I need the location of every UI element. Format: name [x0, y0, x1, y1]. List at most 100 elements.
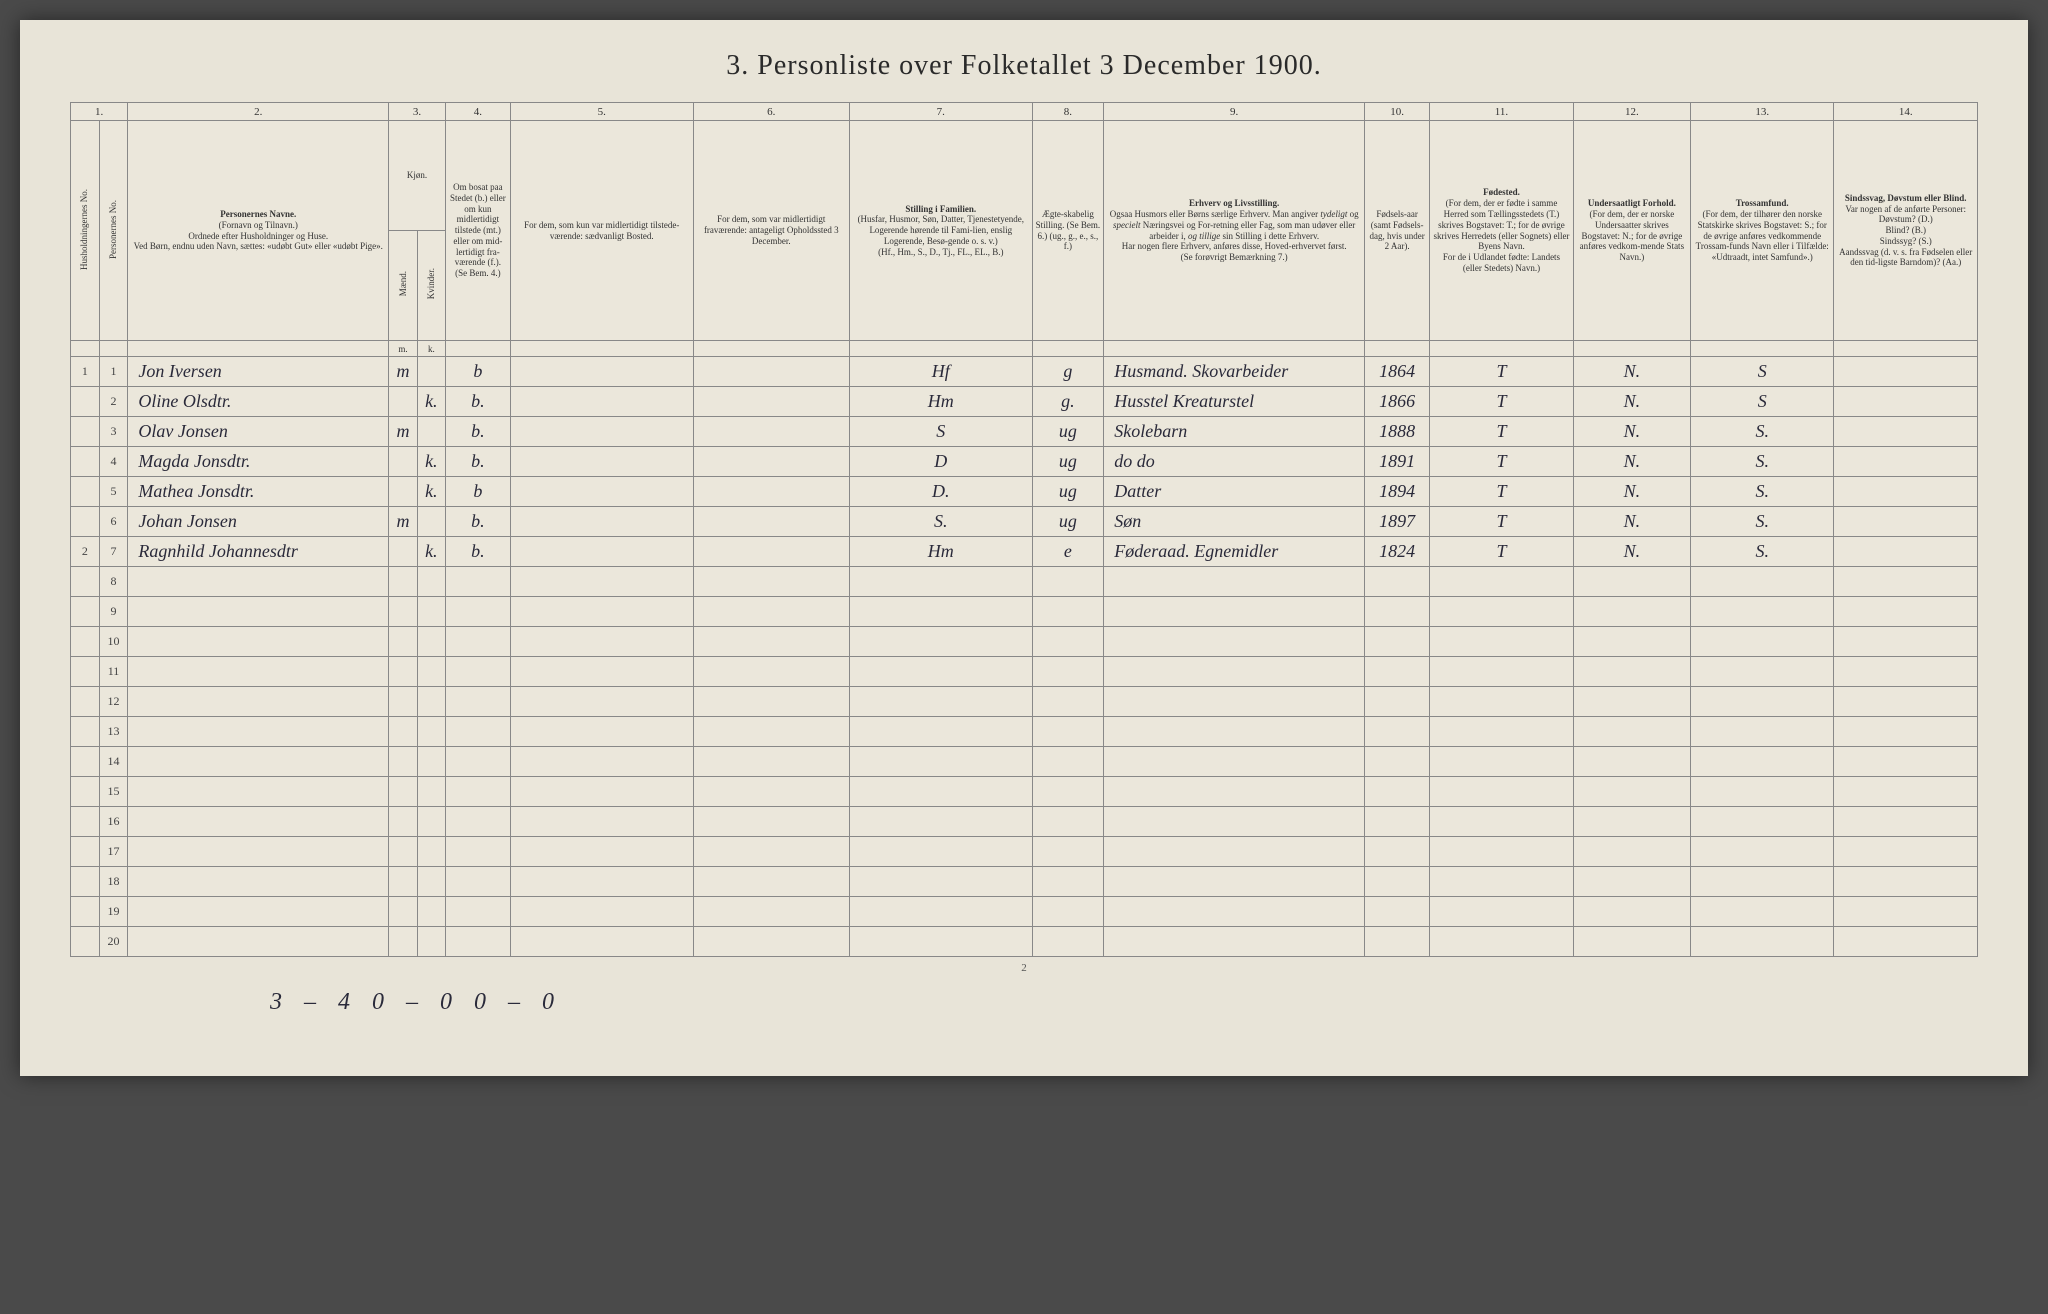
cell-sex-k: k. — [417, 447, 445, 477]
table-row: 3 Olav Jonsen m b. S ug Skolebarn 1888 T… — [71, 417, 1978, 447]
cell-person: 9 — [99, 597, 128, 627]
cell-person: 14 — [99, 747, 128, 777]
colnum-11: 11. — [1430, 103, 1573, 121]
cell-sex-m: m — [389, 507, 418, 537]
cell-occupation: Skolebarn — [1104, 417, 1365, 447]
cell-nationality: N. — [1573, 507, 1690, 537]
header-resident: Om bosat paa Stedet (b.) eller om kun mi… — [445, 121, 510, 341]
header-text-row: Husholdningernes No. Personernes No. Per… — [71, 121, 1978, 231]
cell-position: S — [850, 417, 1033, 447]
cell-household: 2 — [71, 537, 100, 567]
cell-disability — [1834, 477, 1978, 507]
cell-marital: g. — [1032, 387, 1104, 417]
column-number-row: 1. 2. 3. 4. 5. 6. 7. 8. 9. 10. 11. 12. 1… — [71, 103, 1978, 121]
cell-birthplace: T — [1430, 357, 1573, 387]
cell-sex-k — [417, 417, 445, 447]
table-row: 16 — [71, 807, 1978, 837]
colnum-4: 4. — [445, 103, 510, 121]
table-row: 13 — [71, 717, 1978, 747]
cell-name: Olav Jonsen — [128, 417, 389, 447]
cell-person: 3 — [99, 417, 128, 447]
cell-person: 6 — [99, 507, 128, 537]
header-nationality: Undersaatligt Forhold.(For dem, der er n… — [1573, 121, 1690, 341]
cell-nationality: N. — [1573, 477, 1690, 507]
cell-birthplace: T — [1430, 387, 1573, 417]
sub-k: k. — [417, 341, 445, 357]
cell-religion: S — [1691, 357, 1834, 387]
cell-position: S. — [850, 507, 1033, 537]
colnum-12: 12. — [1573, 103, 1690, 121]
colnum-1: 1. — [71, 103, 128, 121]
cell-temp-present — [511, 417, 694, 447]
table-row: 14 — [71, 747, 1978, 777]
cell-resident: b. — [445, 447, 510, 477]
cell-sex-k — [417, 507, 445, 537]
cell-marital: ug — [1032, 507, 1104, 537]
cell-household — [71, 447, 100, 477]
cell-sex-k — [417, 357, 445, 387]
table-row: 9 — [71, 597, 1978, 627]
cell-religion: S. — [1691, 417, 1834, 447]
header-birth: Fødsels-aar (samt Fødsels-dag, hvis unde… — [1365, 121, 1430, 341]
cell-birth: 1894 — [1365, 477, 1430, 507]
cell-temp-absent — [693, 417, 849, 447]
table-row: 15 — [71, 777, 1978, 807]
cell-birth: 1888 — [1365, 417, 1430, 447]
header-name: Personernes Navne.(Fornavn og Tilnavn.)O… — [128, 121, 389, 341]
cell-household — [71, 387, 100, 417]
cell-temp-present — [511, 387, 694, 417]
header-sex-m: Mænd. — [389, 231, 418, 341]
cell-temp-absent — [693, 507, 849, 537]
cell-resident: b. — [445, 387, 510, 417]
cell-resident: b. — [445, 537, 510, 567]
cell-person: 13 — [99, 717, 128, 747]
header-marital: Ægte-skabelig Stilling. (Se Bem. 6.) (ug… — [1032, 121, 1104, 341]
header-birthplace: Fødested.(For dem, der er fødte i samme … — [1430, 121, 1573, 341]
cell-temp-absent — [693, 477, 849, 507]
table-row: 19 — [71, 897, 1978, 927]
cell-marital: ug — [1032, 447, 1104, 477]
cell-birthplace: T — [1430, 447, 1573, 477]
table-row: 2 7 Ragnhild Johannesdtr k. b. Hm e Føde… — [71, 537, 1978, 567]
header-person: Personernes No. — [99, 121, 128, 341]
colnum-3: 3. — [389, 103, 446, 121]
table-row: 8 — [71, 567, 1978, 597]
cell-name: Johan Jonsen — [128, 507, 389, 537]
cell-person: 17 — [99, 837, 128, 867]
cell-temp-present — [511, 507, 694, 537]
cell-resident: b. — [445, 507, 510, 537]
cell-birthplace: T — [1430, 537, 1573, 567]
cell-birthplace: T — [1430, 507, 1573, 537]
cell-temp-absent — [693, 537, 849, 567]
cell-person: 11 — [99, 657, 128, 687]
cell-disability — [1834, 387, 1978, 417]
table-row: 20 — [71, 927, 1978, 957]
cell-sex-m — [389, 477, 418, 507]
cell-person: 1 — [99, 357, 128, 387]
cell-marital: e — [1032, 537, 1104, 567]
table-row: 6 Johan Jonsen m b. S. ug Søn 1897 T N. … — [71, 507, 1978, 537]
page-title: 3. Personliste over Folketallet 3 Decemb… — [70, 50, 1978, 82]
cell-occupation: Datter — [1104, 477, 1365, 507]
table-row: 2 Oline Olsdtr. k. b. Hm g. Husstel Krea… — [71, 387, 1978, 417]
cell-marital: ug — [1032, 477, 1104, 507]
header-temp-absent: For dem, som var midlertidigt fraværende… — [693, 121, 849, 341]
header-occupation: Erhverv og Livsstilling.Ogsaa Husmors el… — [1104, 121, 1365, 341]
cell-household — [71, 417, 100, 447]
header-sex: Kjøn. — [389, 121, 446, 231]
cell-household: 1 — [71, 357, 100, 387]
colnum-2: 2. — [128, 103, 389, 121]
cell-position: D — [850, 447, 1033, 477]
colnum-10: 10. — [1365, 103, 1430, 121]
header-disability: Sindssvag, Døvstum eller Blind.Var nogen… — [1834, 121, 1978, 341]
cell-household — [71, 507, 100, 537]
colnum-5: 5. — [511, 103, 694, 121]
cell-temp-absent — [693, 387, 849, 417]
cell-person: 4 — [99, 447, 128, 477]
cell-name: Jon Iversen — [128, 357, 389, 387]
cell-nationality: N. — [1573, 387, 1690, 417]
table-row: 10 — [71, 627, 1978, 657]
cell-birth: 1897 — [1365, 507, 1430, 537]
colnum-7: 7. — [850, 103, 1033, 121]
cell-religion: S. — [1691, 447, 1834, 477]
